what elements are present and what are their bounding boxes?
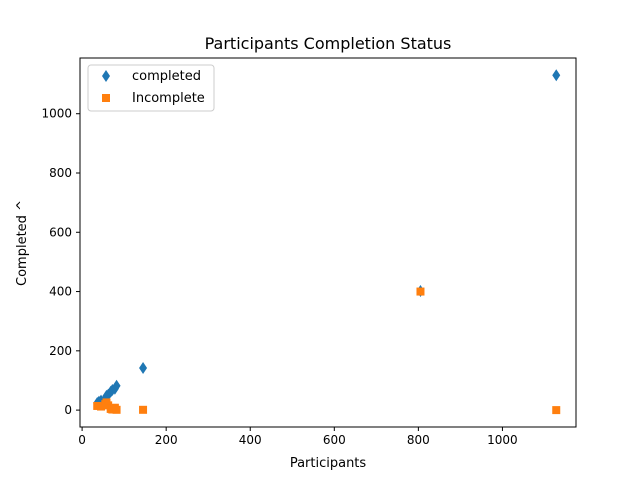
y-tick-label: 0 — [64, 403, 72, 417]
y-tick-label: 800 — [49, 166, 72, 180]
x-tick-label: 800 — [407, 433, 430, 447]
plot-area — [80, 58, 576, 427]
axes-frame — [79, 57, 577, 428]
x-tick-label: 600 — [323, 433, 346, 447]
legend-label-incomplete: Incomplete — [132, 91, 205, 106]
data-point-incomplete-11 — [552, 406, 561, 415]
legend-marker-completed — [102, 70, 110, 82]
data-point-completed-12 — [552, 69, 561, 82]
legend: completed Incomplete — [87, 64, 215, 112]
data-point-incomplete-8 — [112, 405, 121, 414]
x-tick-label: 200 — [155, 433, 178, 447]
plot-background — [80, 58, 576, 427]
x-axis-label: Participants — [290, 456, 367, 471]
axes: 0 200 400 600 800 1000 0 200 400 600 800 1000 — [41, 57, 577, 447]
data-point-incomplete-1 — [97, 402, 106, 411]
legend-marker-incomplete — [102, 94, 110, 102]
y-axis-label: Completed ^ — [15, 200, 30, 286]
data-point-completed-9 — [112, 379, 121, 392]
legend-box — [87, 64, 215, 112]
y-tick-label: 400 — [49, 285, 72, 299]
chart-title: Participants Completion Status — [205, 34, 452, 53]
data-point-incomplete-9 — [139, 405, 148, 414]
x-tick-label: 400 — [239, 433, 262, 447]
series-incomplete — [93, 287, 561, 415]
x-tick-label: 0 — [78, 433, 86, 447]
x-tick-label: 1000 — [487, 433, 518, 447]
data-point-completed-10 — [139, 362, 148, 375]
y-tick-label: 200 — [49, 344, 72, 358]
y-tick-label: 1000 — [41, 107, 72, 121]
data-point-incomplete-10 — [416, 287, 425, 296]
legend-label-completed: completed — [132, 69, 201, 84]
data-points — [93, 69, 561, 415]
y-tick-label: 600 — [49, 225, 72, 239]
